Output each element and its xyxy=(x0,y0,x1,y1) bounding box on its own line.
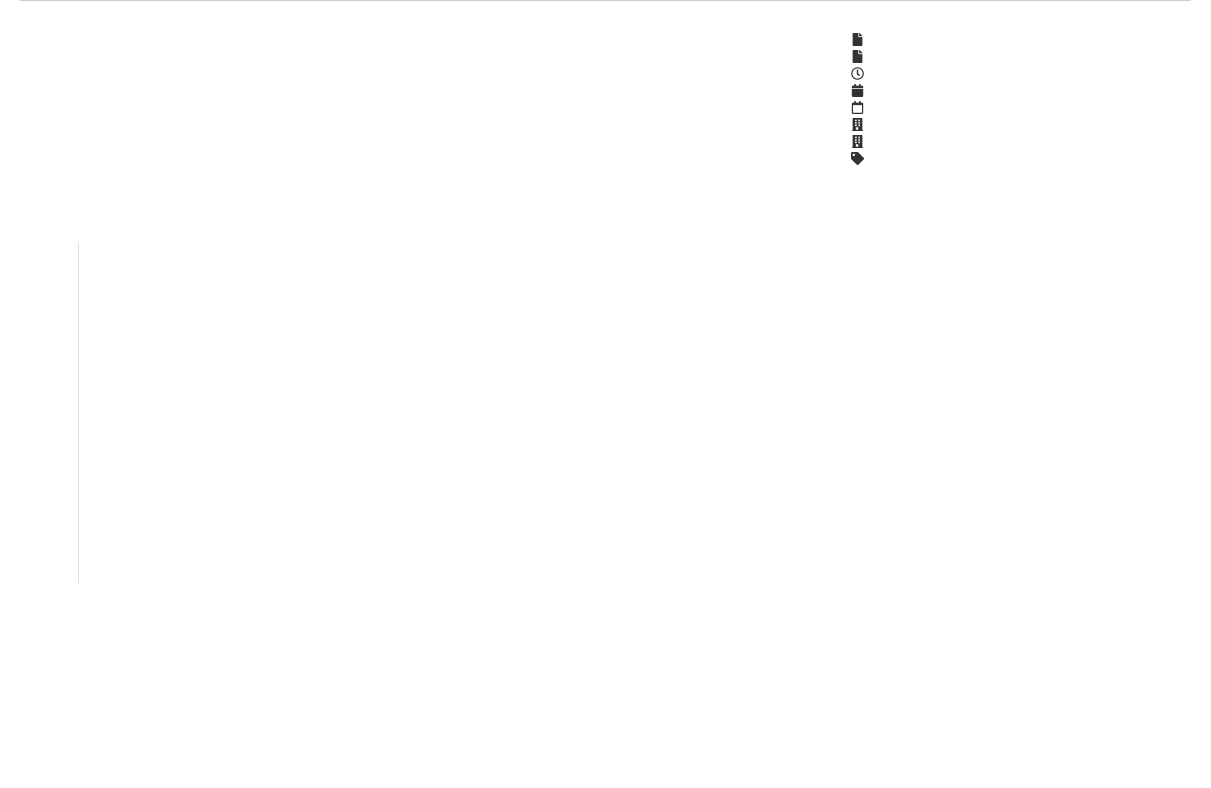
chart-container xyxy=(20,221,1191,583)
tag-icon xyxy=(851,152,864,165)
syn-lines xyxy=(851,33,1191,46)
synthese-list xyxy=(851,33,1191,165)
description-panel xyxy=(20,21,811,181)
syn-frequency xyxy=(851,67,1191,80)
syn-published xyxy=(851,84,1191,97)
file-icon xyxy=(851,50,864,63)
content-area xyxy=(20,21,1191,181)
syn-owner xyxy=(851,135,1191,148)
bars-layer xyxy=(79,243,1191,583)
chart-plot xyxy=(20,243,1191,583)
clock-icon xyxy=(851,67,864,80)
legend-swatch xyxy=(582,221,622,233)
calendar-icon xyxy=(851,84,864,97)
file-icon xyxy=(851,33,864,46)
plot-area xyxy=(78,243,1191,583)
y-axis xyxy=(20,243,78,583)
tab-bar xyxy=(20,0,1191,1)
building-icon xyxy=(851,135,864,148)
syn-encoding xyxy=(851,50,1191,63)
syn-contributor xyxy=(851,118,1191,131)
building-icon xyxy=(851,118,864,131)
syn-modified xyxy=(851,101,1191,114)
chart-section xyxy=(20,221,1191,583)
syn-themes xyxy=(851,152,1191,165)
chart-legend xyxy=(20,221,1191,233)
calendar-icon xyxy=(851,101,864,114)
synthese-panel xyxy=(851,21,1191,181)
